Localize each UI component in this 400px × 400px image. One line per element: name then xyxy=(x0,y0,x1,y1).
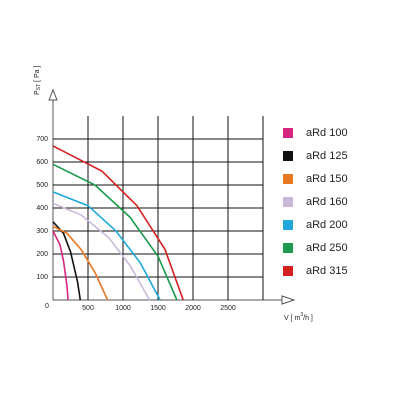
legend-label: aRd 315 xyxy=(306,265,348,277)
curve xyxy=(52,163,178,301)
y-arrow xyxy=(48,88,58,101)
y-label-main: P xyxy=(34,90,41,95)
origin-label: 0 xyxy=(45,303,49,310)
legend-label: aRd 250 xyxy=(306,242,348,254)
legend-swatch xyxy=(283,266,293,276)
curve xyxy=(52,202,151,301)
y-tick-label: 100 xyxy=(36,274,48,281)
x-label-sup: 3 xyxy=(300,312,303,318)
legend-swatch xyxy=(283,151,293,161)
legend-swatch xyxy=(283,197,293,207)
legend-label: aRd 200 xyxy=(306,219,348,231)
curve xyxy=(52,191,161,301)
legend-label: aRd 125 xyxy=(306,150,348,162)
y-tick-label: 200 xyxy=(36,251,48,258)
y-tick-label: 300 xyxy=(36,228,48,235)
x-tick-label: 1500 xyxy=(150,305,166,312)
legend-swatch xyxy=(283,243,293,253)
y-axis-label: PST [ Pa ] xyxy=(34,66,42,95)
x-tick-label: 500 xyxy=(82,305,94,312)
legend-label: aRd 100 xyxy=(306,127,348,139)
curve xyxy=(52,230,69,301)
x-tick-label: 2500 xyxy=(220,305,236,312)
y-tick-label: 500 xyxy=(36,182,48,189)
legend-label: aRd 150 xyxy=(306,173,348,185)
x-arrow xyxy=(281,295,296,305)
legend-swatch xyxy=(283,128,293,138)
x-axis-label: V [ m3/h ] xyxy=(284,312,313,322)
x-tick-label: 1000 xyxy=(115,305,131,312)
y-tick-label: 600 xyxy=(36,159,48,166)
y-label-unit: [ Pa ] xyxy=(34,66,41,82)
x-label-unit: /h ] xyxy=(303,315,313,322)
y-tick-label: 700 xyxy=(36,136,48,143)
legend-label: aRd 160 xyxy=(306,196,348,208)
x-label-main: V [ m xyxy=(284,315,301,322)
y-tick-label: 400 xyxy=(36,205,48,212)
y-label-sub: ST xyxy=(36,84,42,90)
x-tick-label: 2000 xyxy=(185,305,201,312)
curve xyxy=(52,145,184,301)
curve xyxy=(52,225,109,301)
legend-swatch xyxy=(283,220,293,230)
legend-swatch xyxy=(283,174,293,184)
